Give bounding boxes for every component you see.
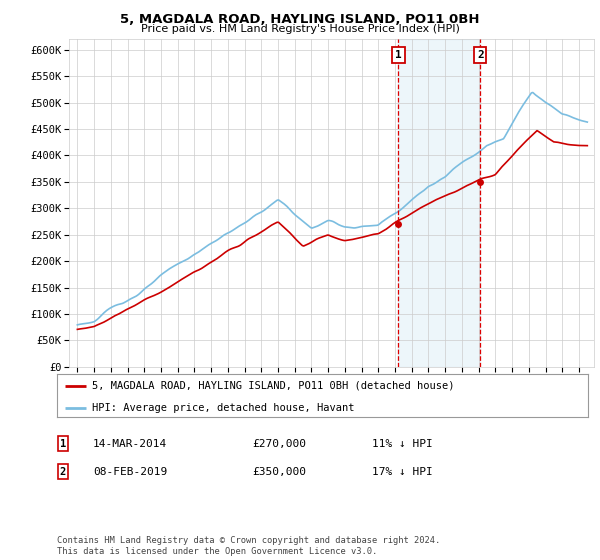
Text: 1: 1 xyxy=(60,438,66,449)
Text: 14-MAR-2014: 14-MAR-2014 xyxy=(93,438,167,449)
Text: 2: 2 xyxy=(477,50,484,60)
Text: 1: 1 xyxy=(395,50,402,60)
Text: 5, MAGDALA ROAD, HAYLING ISLAND, PO11 0BH (detached house): 5, MAGDALA ROAD, HAYLING ISLAND, PO11 0B… xyxy=(92,381,454,391)
Text: £350,000: £350,000 xyxy=(252,466,306,477)
Text: 2: 2 xyxy=(60,466,66,477)
Text: HPI: Average price, detached house, Havant: HPI: Average price, detached house, Hava… xyxy=(92,403,354,413)
Text: 08-FEB-2019: 08-FEB-2019 xyxy=(93,466,167,477)
Bar xyxy=(398,39,481,367)
Text: 5, MAGDALA ROAD, HAYLING ISLAND, PO11 0BH: 5, MAGDALA ROAD, HAYLING ISLAND, PO11 0B… xyxy=(120,13,480,26)
Text: 11% ↓ HPI: 11% ↓ HPI xyxy=(372,438,433,449)
Text: £270,000: £270,000 xyxy=(252,438,306,449)
Text: Contains HM Land Registry data © Crown copyright and database right 2024.
This d: Contains HM Land Registry data © Crown c… xyxy=(57,536,440,556)
Text: 17% ↓ HPI: 17% ↓ HPI xyxy=(372,466,433,477)
Text: Price paid vs. HM Land Registry's House Price Index (HPI): Price paid vs. HM Land Registry's House … xyxy=(140,24,460,34)
